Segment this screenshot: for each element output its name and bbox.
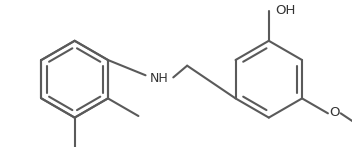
Text: OH: OH <box>275 4 296 17</box>
Text: NH: NH <box>150 72 169 85</box>
Text: O: O <box>329 106 340 119</box>
